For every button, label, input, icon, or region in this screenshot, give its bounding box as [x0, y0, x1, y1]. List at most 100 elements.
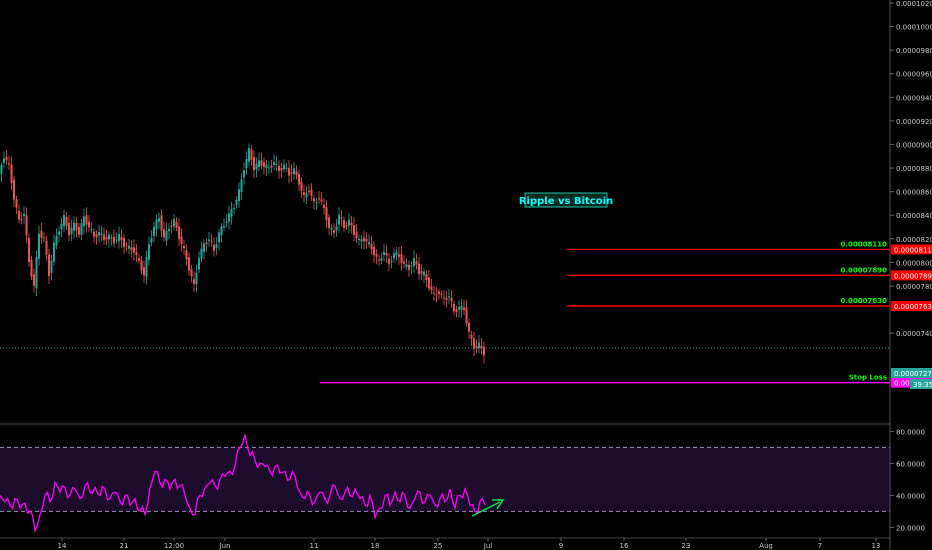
candle-body — [380, 258, 383, 261]
candle-body — [63, 215, 65, 226]
candle-body — [265, 164, 268, 168]
candle-body — [240, 179, 243, 193]
candle-body — [420, 271, 423, 274]
candle-body — [445, 297, 448, 300]
candle-body — [325, 207, 328, 221]
candle-body — [375, 254, 378, 257]
candle-body — [300, 181, 303, 191]
candle-body — [333, 230, 335, 233]
candle-body — [348, 219, 350, 226]
candle-body — [213, 244, 215, 251]
level-tag-label: 0.00007890 — [894, 272, 932, 280]
time-tick-label: 9 — [559, 542, 563, 550]
candle-body — [313, 198, 315, 202]
candle-body — [33, 274, 35, 286]
candle-body — [195, 272, 198, 285]
candle-body — [390, 261, 393, 263]
candle-body — [478, 342, 480, 349]
candle-body — [360, 239, 363, 242]
time-tick-label: Jun — [219, 542, 231, 550]
candle-body — [190, 269, 193, 277]
candle-body — [330, 227, 333, 230]
candle-body — [135, 252, 138, 255]
candle-body — [45, 240, 48, 255]
current-price-label: 0.00007274 — [894, 370, 932, 378]
time-tick-label: 25 — [434, 542, 443, 550]
rsi-tick-label: 40.0000 — [896, 492, 925, 500]
chart-title-box: Ripple vs Bitcoin — [519, 192, 613, 208]
candle-body — [373, 246, 375, 256]
candle-body — [243, 170, 245, 178]
time-tick-label: 23 — [682, 542, 691, 550]
candle-body — [155, 219, 158, 230]
candle-body — [368, 242, 370, 245]
level-label: Stop Loss — [849, 374, 887, 382]
candle-body — [355, 231, 358, 239]
level-label: 0.00008110 — [841, 240, 888, 248]
candle-body — [55, 236, 58, 246]
candle-body — [423, 271, 425, 276]
candle-body — [235, 199, 238, 205]
trend-arrow — [471, 499, 505, 517]
candle-body — [398, 254, 400, 257]
candle-body — [105, 236, 108, 240]
candlestick-series — [0, 143, 485, 364]
candle-body — [20, 218, 23, 220]
candle-body — [10, 164, 13, 183]
candle-body — [193, 279, 195, 284]
rsi-axis[interactable]: 80.0000 60.0000 40.0000 20.0000 — [890, 428, 925, 532]
candle-body — [98, 232, 100, 236]
countdown-label: 39:35 — [913, 381, 932, 389]
rsi-tick-label: 80.0000 — [896, 428, 925, 436]
level-tag-box — [891, 244, 932, 255]
rsi-pane[interactable] — [0, 434, 890, 533]
candle-body — [78, 227, 80, 235]
candle-body — [413, 258, 415, 267]
candle-body — [228, 213, 230, 222]
candle-body — [90, 229, 93, 231]
candle-body — [340, 217, 343, 219]
candle-body — [0, 165, 3, 174]
candle-body — [238, 189, 240, 202]
candle-body — [215, 244, 218, 249]
candle-body — [38, 233, 40, 259]
candle-body — [483, 346, 485, 356]
rsi-tick-label: 60.0000 — [896, 460, 925, 468]
candle-body — [48, 254, 50, 277]
candle-body — [338, 214, 340, 225]
candle-body — [203, 243, 205, 252]
candle-body — [118, 234, 120, 242]
candle-body — [125, 245, 128, 247]
level-label: 0.00007890 — [841, 266, 888, 274]
candle-body — [428, 277, 430, 289]
candle-body — [163, 229, 165, 238]
time-axis[interactable]: 14 21 12:00 Jun 11 18 25 Jul 9 16 23 Aug 7 13 — [58, 538, 881, 550]
candle-body — [388, 258, 390, 264]
time-tick-label: 21 — [120, 542, 129, 550]
candle-body — [305, 193, 308, 198]
candle-body — [188, 257, 190, 271]
candle-body — [3, 158, 5, 163]
candle-body — [60, 223, 63, 230]
candle-body — [13, 179, 15, 200]
candle-body — [448, 296, 450, 298]
candle-body — [450, 297, 453, 302]
candle-body — [175, 222, 178, 228]
candle-body — [28, 237, 30, 263]
level-tag-label: 0.00007630 — [894, 303, 932, 311]
candle-body — [328, 217, 330, 228]
candle-body — [433, 292, 435, 294]
candle-body — [73, 222, 75, 231]
candle-body — [185, 250, 188, 260]
candle-body — [110, 237, 113, 239]
candle-body — [475, 345, 478, 348]
level-label: 0.00007630 — [841, 297, 888, 305]
candle-body — [288, 168, 290, 176]
candle-body — [108, 234, 110, 240]
